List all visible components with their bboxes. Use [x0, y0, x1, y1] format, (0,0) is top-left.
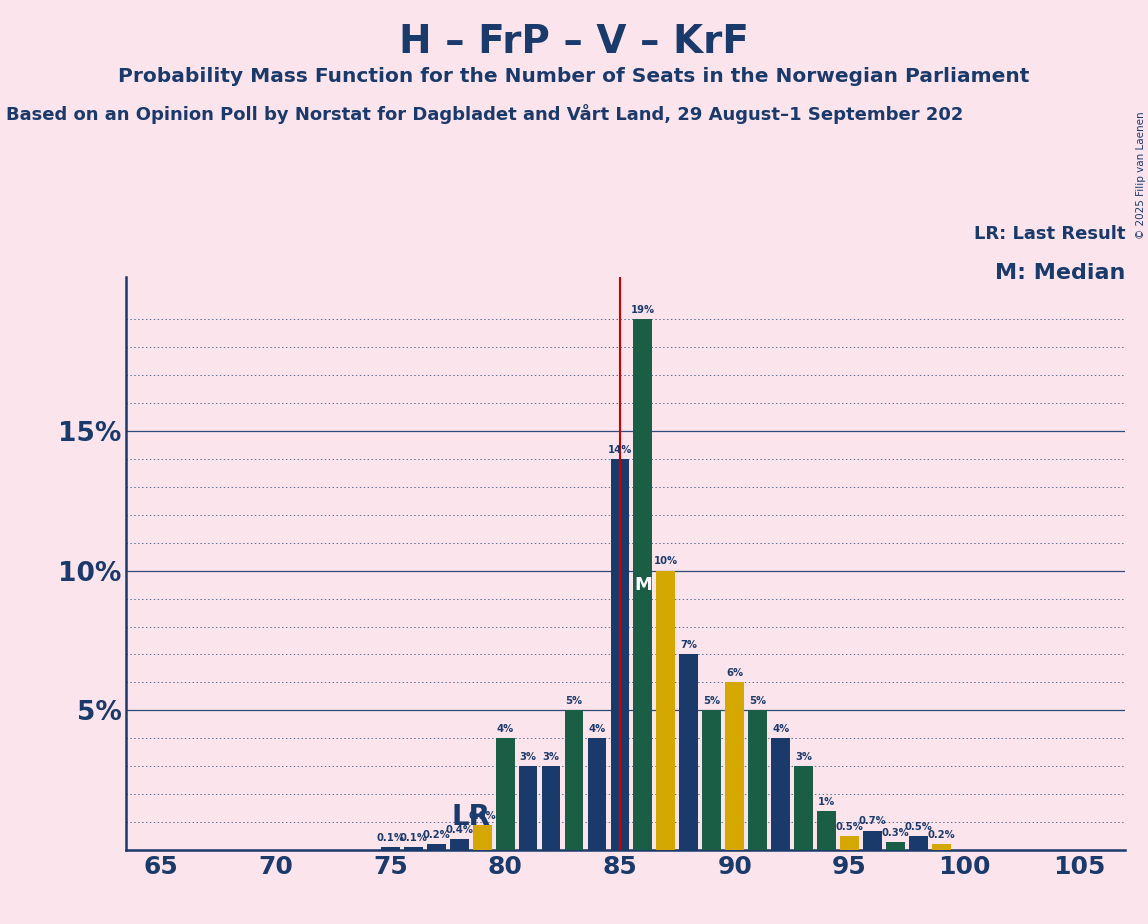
Text: 3%: 3%: [520, 752, 536, 762]
Text: 0.5%: 0.5%: [836, 822, 863, 832]
Bar: [863, 831, 882, 850]
Text: 0.3%: 0.3%: [882, 828, 909, 837]
Bar: [840, 836, 859, 850]
Bar: [634, 319, 652, 850]
Text: 7%: 7%: [681, 640, 697, 650]
Bar: [817, 811, 836, 850]
Text: Probability Mass Function for the Number of Seats in the Norwegian Parliament: Probability Mass Function for the Number…: [118, 67, 1030, 87]
Bar: [611, 459, 629, 850]
Text: LR: Last Result: LR: Last Result: [974, 225, 1125, 243]
Text: 4%: 4%: [588, 724, 606, 734]
Text: 14%: 14%: [607, 444, 633, 455]
Text: 3%: 3%: [796, 752, 812, 762]
Bar: [726, 683, 744, 850]
Bar: [427, 845, 445, 850]
Text: 4%: 4%: [496, 724, 514, 734]
Bar: [680, 654, 698, 850]
Bar: [381, 847, 400, 850]
Text: 0.2%: 0.2%: [422, 831, 450, 840]
Text: 0.5%: 0.5%: [905, 822, 932, 832]
Text: © 2025 Filip van Laenen: © 2025 Filip van Laenen: [1135, 111, 1146, 238]
Text: 5%: 5%: [566, 696, 582, 706]
Text: M: Median: M: Median: [994, 263, 1125, 283]
Text: 0.2%: 0.2%: [928, 831, 955, 840]
Text: 0.9%: 0.9%: [468, 810, 496, 821]
Text: 1%: 1%: [817, 796, 836, 807]
Text: 4%: 4%: [771, 724, 790, 734]
Text: LR: LR: [451, 803, 490, 831]
Text: 3%: 3%: [543, 752, 559, 762]
Text: 0.1%: 0.1%: [377, 833, 404, 843]
Bar: [657, 571, 675, 850]
Bar: [932, 845, 951, 850]
Bar: [542, 766, 560, 850]
Text: 10%: 10%: [653, 556, 678, 566]
Text: 6%: 6%: [727, 668, 743, 678]
Text: 0.1%: 0.1%: [400, 833, 427, 843]
Bar: [519, 766, 537, 850]
Bar: [565, 711, 583, 850]
Text: Based on an Opinion Poll by Norstat for Dagbladet and Vårt Land, 29 August–1 Sep: Based on an Opinion Poll by Norstat for …: [6, 104, 963, 125]
Text: H – FrP – V – KrF: H – FrP – V – KrF: [400, 23, 748, 61]
Bar: [473, 825, 491, 850]
Bar: [771, 738, 790, 850]
Text: M: M: [634, 576, 652, 593]
Bar: [496, 738, 514, 850]
Text: 5%: 5%: [750, 696, 766, 706]
Bar: [794, 766, 813, 850]
Text: 0.7%: 0.7%: [859, 816, 886, 826]
Bar: [450, 839, 468, 850]
Bar: [886, 842, 905, 850]
Text: 0.4%: 0.4%: [445, 825, 473, 834]
Bar: [909, 836, 928, 850]
Text: 19%: 19%: [630, 305, 656, 315]
Bar: [748, 711, 767, 850]
Bar: [703, 711, 721, 850]
Text: 5%: 5%: [704, 696, 720, 706]
Bar: [588, 738, 606, 850]
Bar: [404, 847, 422, 850]
